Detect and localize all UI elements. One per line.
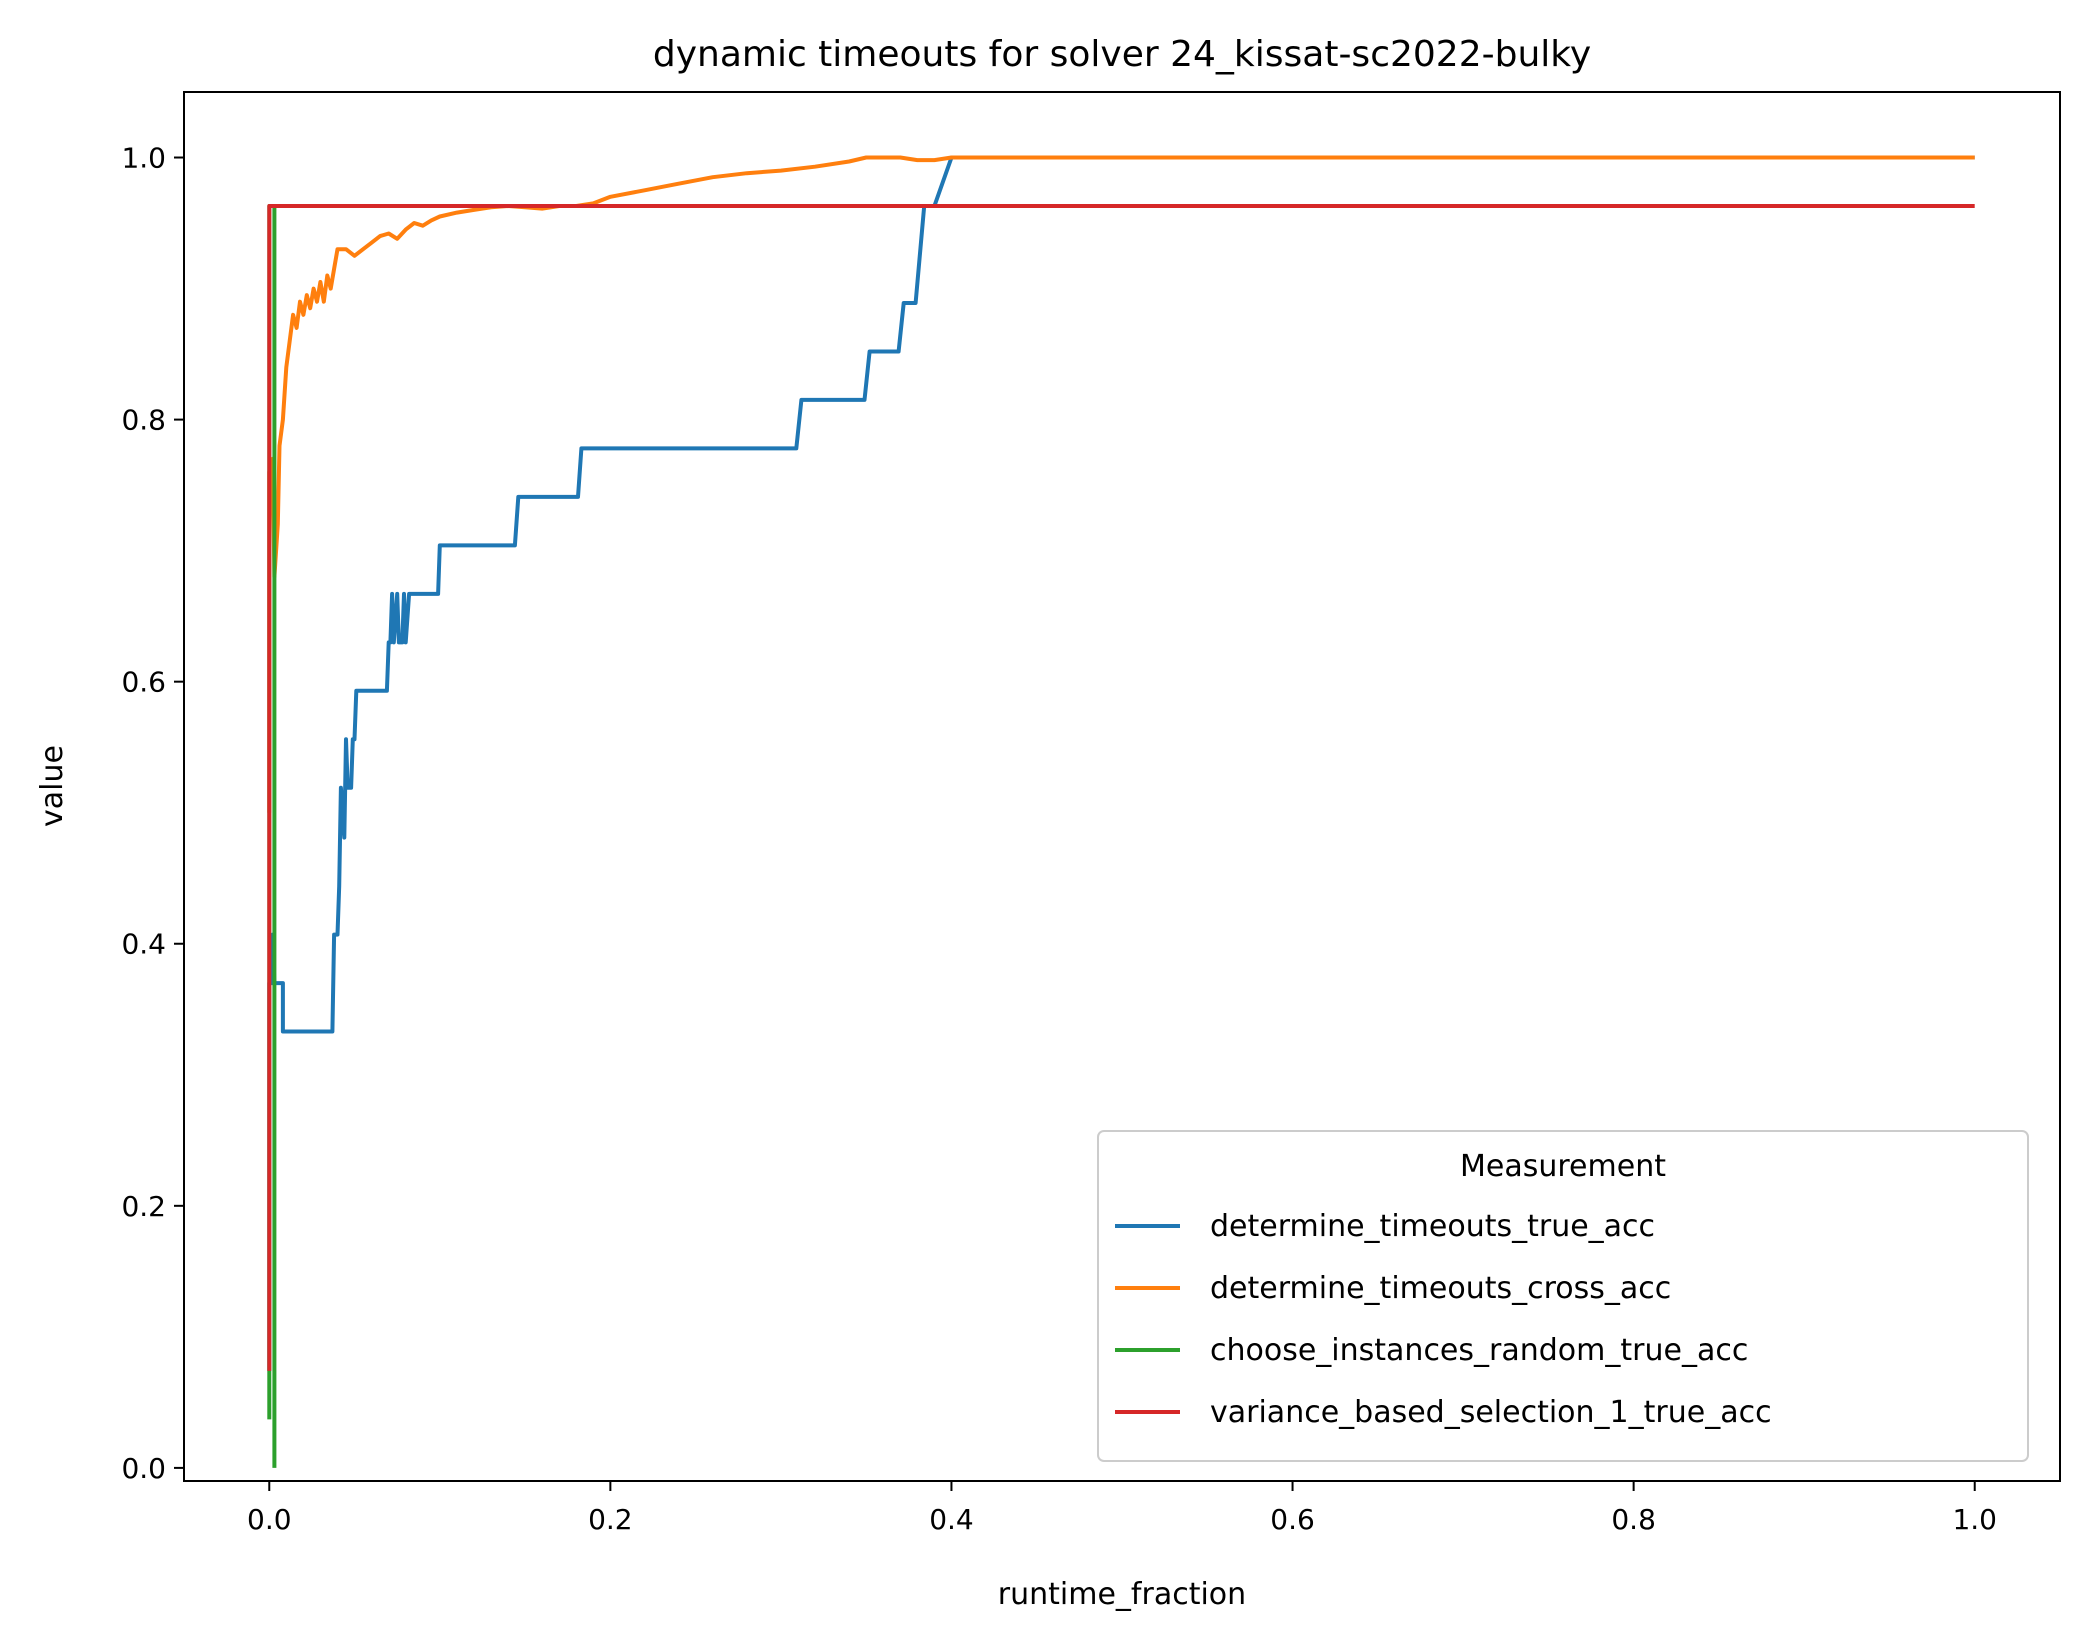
series-line-2 — [267, 155, 1975, 813]
x-tick-label: 0.6 — [1270, 1503, 1315, 1536]
y-tick-label: 0.2 — [121, 1190, 166, 1223]
y-tick-label: 0.4 — [121, 928, 166, 961]
x-tick-label: 0.4 — [929, 1503, 974, 1536]
series-line-1 — [267, 155, 1975, 1371]
plot-area — [183, 91, 2061, 1482]
chart-title: dynamic timeouts for solver 24_kissat-sc… — [653, 34, 1591, 75]
x-tick-label: 1.0 — [1952, 1503, 1997, 1536]
legend-label-1: determine_timeouts_true_acc — [1210, 1209, 1655, 1244]
series-line-4 — [267, 204, 1975, 1371]
x-axis: 0.0 0.2 0.4 0.6 0.8 1.0 — [247, 1481, 1997, 1536]
y-tick-label: 0.0 — [121, 1452, 166, 1485]
x-tick-label: 0.8 — [1611, 1503, 1656, 1536]
series-layer — [267, 155, 1975, 1468]
legend-label-2: determine_timeouts_cross_acc — [1210, 1271, 1671, 1306]
legend-label-4: variance_based_selection_1_true_acc — [1210, 1395, 1772, 1430]
x-tick-label: 0.0 — [247, 1503, 292, 1536]
y-tick-label: 1.0 — [121, 142, 166, 175]
legend-label-3: choose_instances_random_true_acc — [1210, 1333, 1748, 1368]
plot-frame — [183, 91, 2061, 1482]
legend: Measurement determine_timeouts_true_accd… — [1097, 1130, 2029, 1462]
legend-box — [1097, 1130, 2029, 1462]
x-tick-label: 0.2 — [588, 1503, 633, 1536]
y-tick-label: 0.6 — [121, 666, 166, 699]
x-axis-title: runtime_fraction — [998, 1577, 1246, 1612]
y-tick-label: 0.8 — [121, 404, 166, 437]
legend-entries: determine_timeouts_true_acc determine_tim… — [1115, 1209, 1772, 1430]
y-axis: 0.0 0.2 0.4 0.6 0.8 1.0 — [121, 142, 184, 1485]
y-axis-title: value — [35, 745, 70, 827]
legend-title: Measurement — [1460, 1149, 1666, 1184]
